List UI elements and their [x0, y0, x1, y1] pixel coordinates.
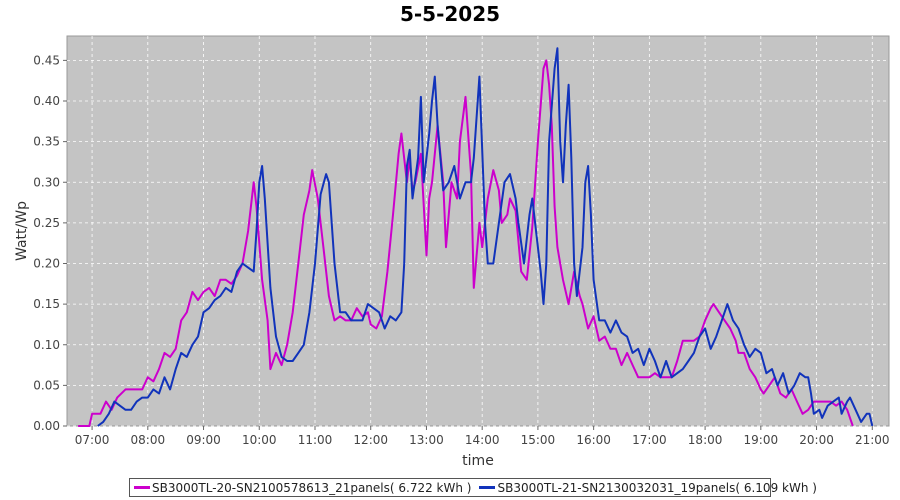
x-tick-label: 16:00	[576, 433, 611, 447]
x-tick-label: 08:00	[131, 433, 166, 447]
x-tick-label: 11:00	[298, 433, 333, 447]
y-tick-label: 0.00	[33, 419, 60, 433]
y-tick-label: 0.15	[33, 297, 60, 311]
chart-title: 5-5-2025	[399, 2, 501, 26]
x-tick-label: 17:00	[632, 433, 667, 447]
legend: SB3000TL-20-SN2100578613_21panels( 6.722…	[129, 478, 817, 497]
x-tick-label: 12:00	[353, 433, 388, 447]
y-tick-label: 0.25	[33, 216, 60, 230]
x-tick-label: 14:00	[465, 433, 500, 447]
series-line-2	[97, 47, 874, 427]
x-tick-label: 10:00	[242, 433, 277, 447]
axes: 0.00 0.05 0.10 0.15 0.20 0.25 0.30 0.35 0.40 0.45…	[33, 53, 889, 447]
x-tick-label: 13:00	[409, 433, 444, 447]
x-tick-label: 09:00	[186, 433, 221, 447]
x-tick-label: 07:00	[75, 433, 110, 447]
series-line-1	[78, 59, 854, 427]
x-tick-label: 18:00	[688, 433, 723, 447]
legend-item-series-2: SB3000TL-21-SN2130032031_19panels( 6.109…	[479, 480, 817, 495]
chart-canvas: 0.00 0.05 0.10 0.15 0.20 0.25 0.30 0.35 0.40 0.45…	[14, 35, 890, 469]
x-tick-label: 20:00	[799, 433, 834, 447]
legend-label-series-1: SB3000TL-20-SN2100578613_21panels( 6.722…	[152, 480, 472, 495]
legend-swatch-series-1	[134, 486, 150, 489]
y-tick-label: 0.40	[33, 94, 60, 108]
x-tick-label: 21:00	[855, 433, 890, 447]
y-tick-label: 0.10	[33, 338, 60, 352]
legend-label-series-2: SB3000TL-21-SN2130032031_19panels( 6.109…	[497, 480, 817, 495]
legend-swatch-series-2	[479, 486, 496, 489]
y-tick-label: 0.20	[33, 257, 60, 271]
series-lines	[78, 47, 874, 427]
y-tick-label: 0.05	[33, 378, 60, 392]
y-tick-label: 0.45	[33, 53, 60, 67]
y-axis-label: Watt/Wp	[14, 201, 30, 261]
x-axis-label: time	[462, 453, 494, 469]
y-tick-label: 0.30	[33, 175, 60, 189]
y-tick-label: 0.35	[33, 135, 60, 149]
legend-item-series-1: SB3000TL-20-SN2100578613_21panels( 6.722…	[134, 481, 471, 495]
x-tick-label: 15:00	[521, 433, 556, 447]
x-tick-label: 19:00	[744, 433, 779, 447]
